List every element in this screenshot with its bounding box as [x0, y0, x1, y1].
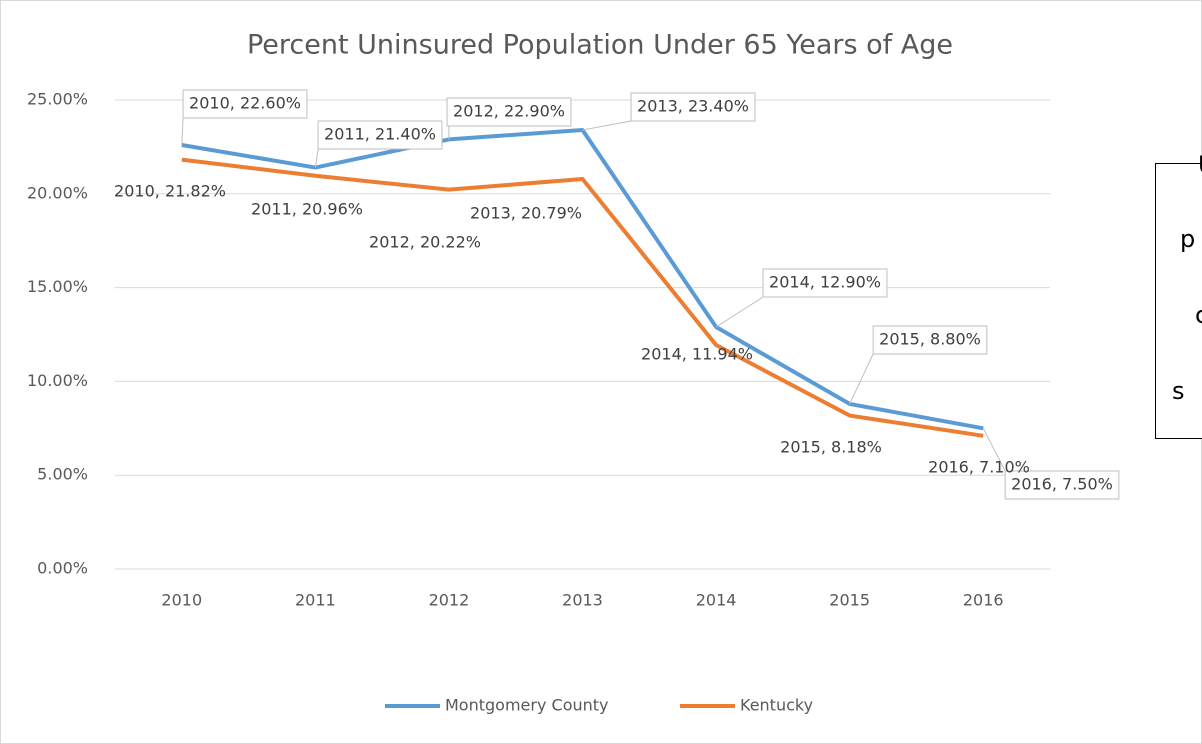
data-label: 2010, 21.82% [114, 182, 226, 201]
data-label: 2012, 22.90% [453, 102, 565, 121]
series-line [181, 157, 984, 438]
y-tick-label: 5.00% [37, 465, 88, 484]
y-tick-label: 20.00% [27, 183, 88, 202]
label-box [872, 325, 988, 355]
leader-line [314, 148, 319, 168]
text-box [1155, 163, 1202, 439]
data-label: 2015, 8.18% [780, 438, 882, 457]
data-label: 2010, 22.60% [189, 94, 301, 113]
text-box-text: s [1172, 377, 1185, 405]
x-tick-label: 2011 [295, 591, 336, 610]
leader-line [849, 353, 874, 405]
data-label: 2011, 20.96% [251, 200, 363, 219]
legend-label: Montgomery County [445, 696, 609, 715]
leader-line [982, 428, 1006, 472]
data-label: 2013, 20.79% [470, 204, 582, 223]
data-label: 2016, 7.50% [1011, 475, 1113, 494]
legend-label: Kentucky [740, 696, 813, 715]
x-tick-label: 2012 [429, 591, 470, 610]
label-box [1004, 470, 1120, 500]
x-tick-label: 2013 [562, 591, 603, 610]
chart-title: Percent Uninsured Population Under 65 Ye… [247, 30, 953, 61]
y-tick-label: 10.00% [27, 371, 88, 390]
y-tick-label: 25.00% [27, 90, 88, 109]
leader-line [715, 296, 764, 328]
label-box [446, 97, 572, 127]
y-tick-label: 15.00% [27, 277, 88, 296]
label-box [317, 120, 443, 150]
data-label: 2016, 7.10% [928, 458, 1030, 477]
leader-line [181, 117, 184, 146]
x-tick-label: 2014 [696, 591, 737, 610]
label-box [762, 268, 888, 298]
data-label: 2015, 8.80% [879, 330, 981, 349]
data-label: 2012, 20.22% [369, 233, 481, 252]
data-label: 2013, 23.40% [637, 97, 749, 116]
leader-line [582, 120, 632, 131]
text-box-text: c [1195, 301, 1202, 329]
x-tick-label: 2010 [161, 591, 202, 610]
label-box [630, 92, 756, 122]
data-label: 2014, 12.90% [769, 273, 881, 292]
data-label: 2014, 11.94% [641, 345, 753, 364]
text-box-text: p [1180, 225, 1195, 253]
data-label: 2011, 21.40% [324, 125, 436, 144]
x-tick-label: 2016 [963, 591, 1004, 610]
y-tick-label: 0.00% [37, 559, 88, 578]
label-box [182, 89, 308, 119]
x-tick-label: 2015 [829, 591, 870, 610]
text-box-text: U [1198, 151, 1202, 179]
